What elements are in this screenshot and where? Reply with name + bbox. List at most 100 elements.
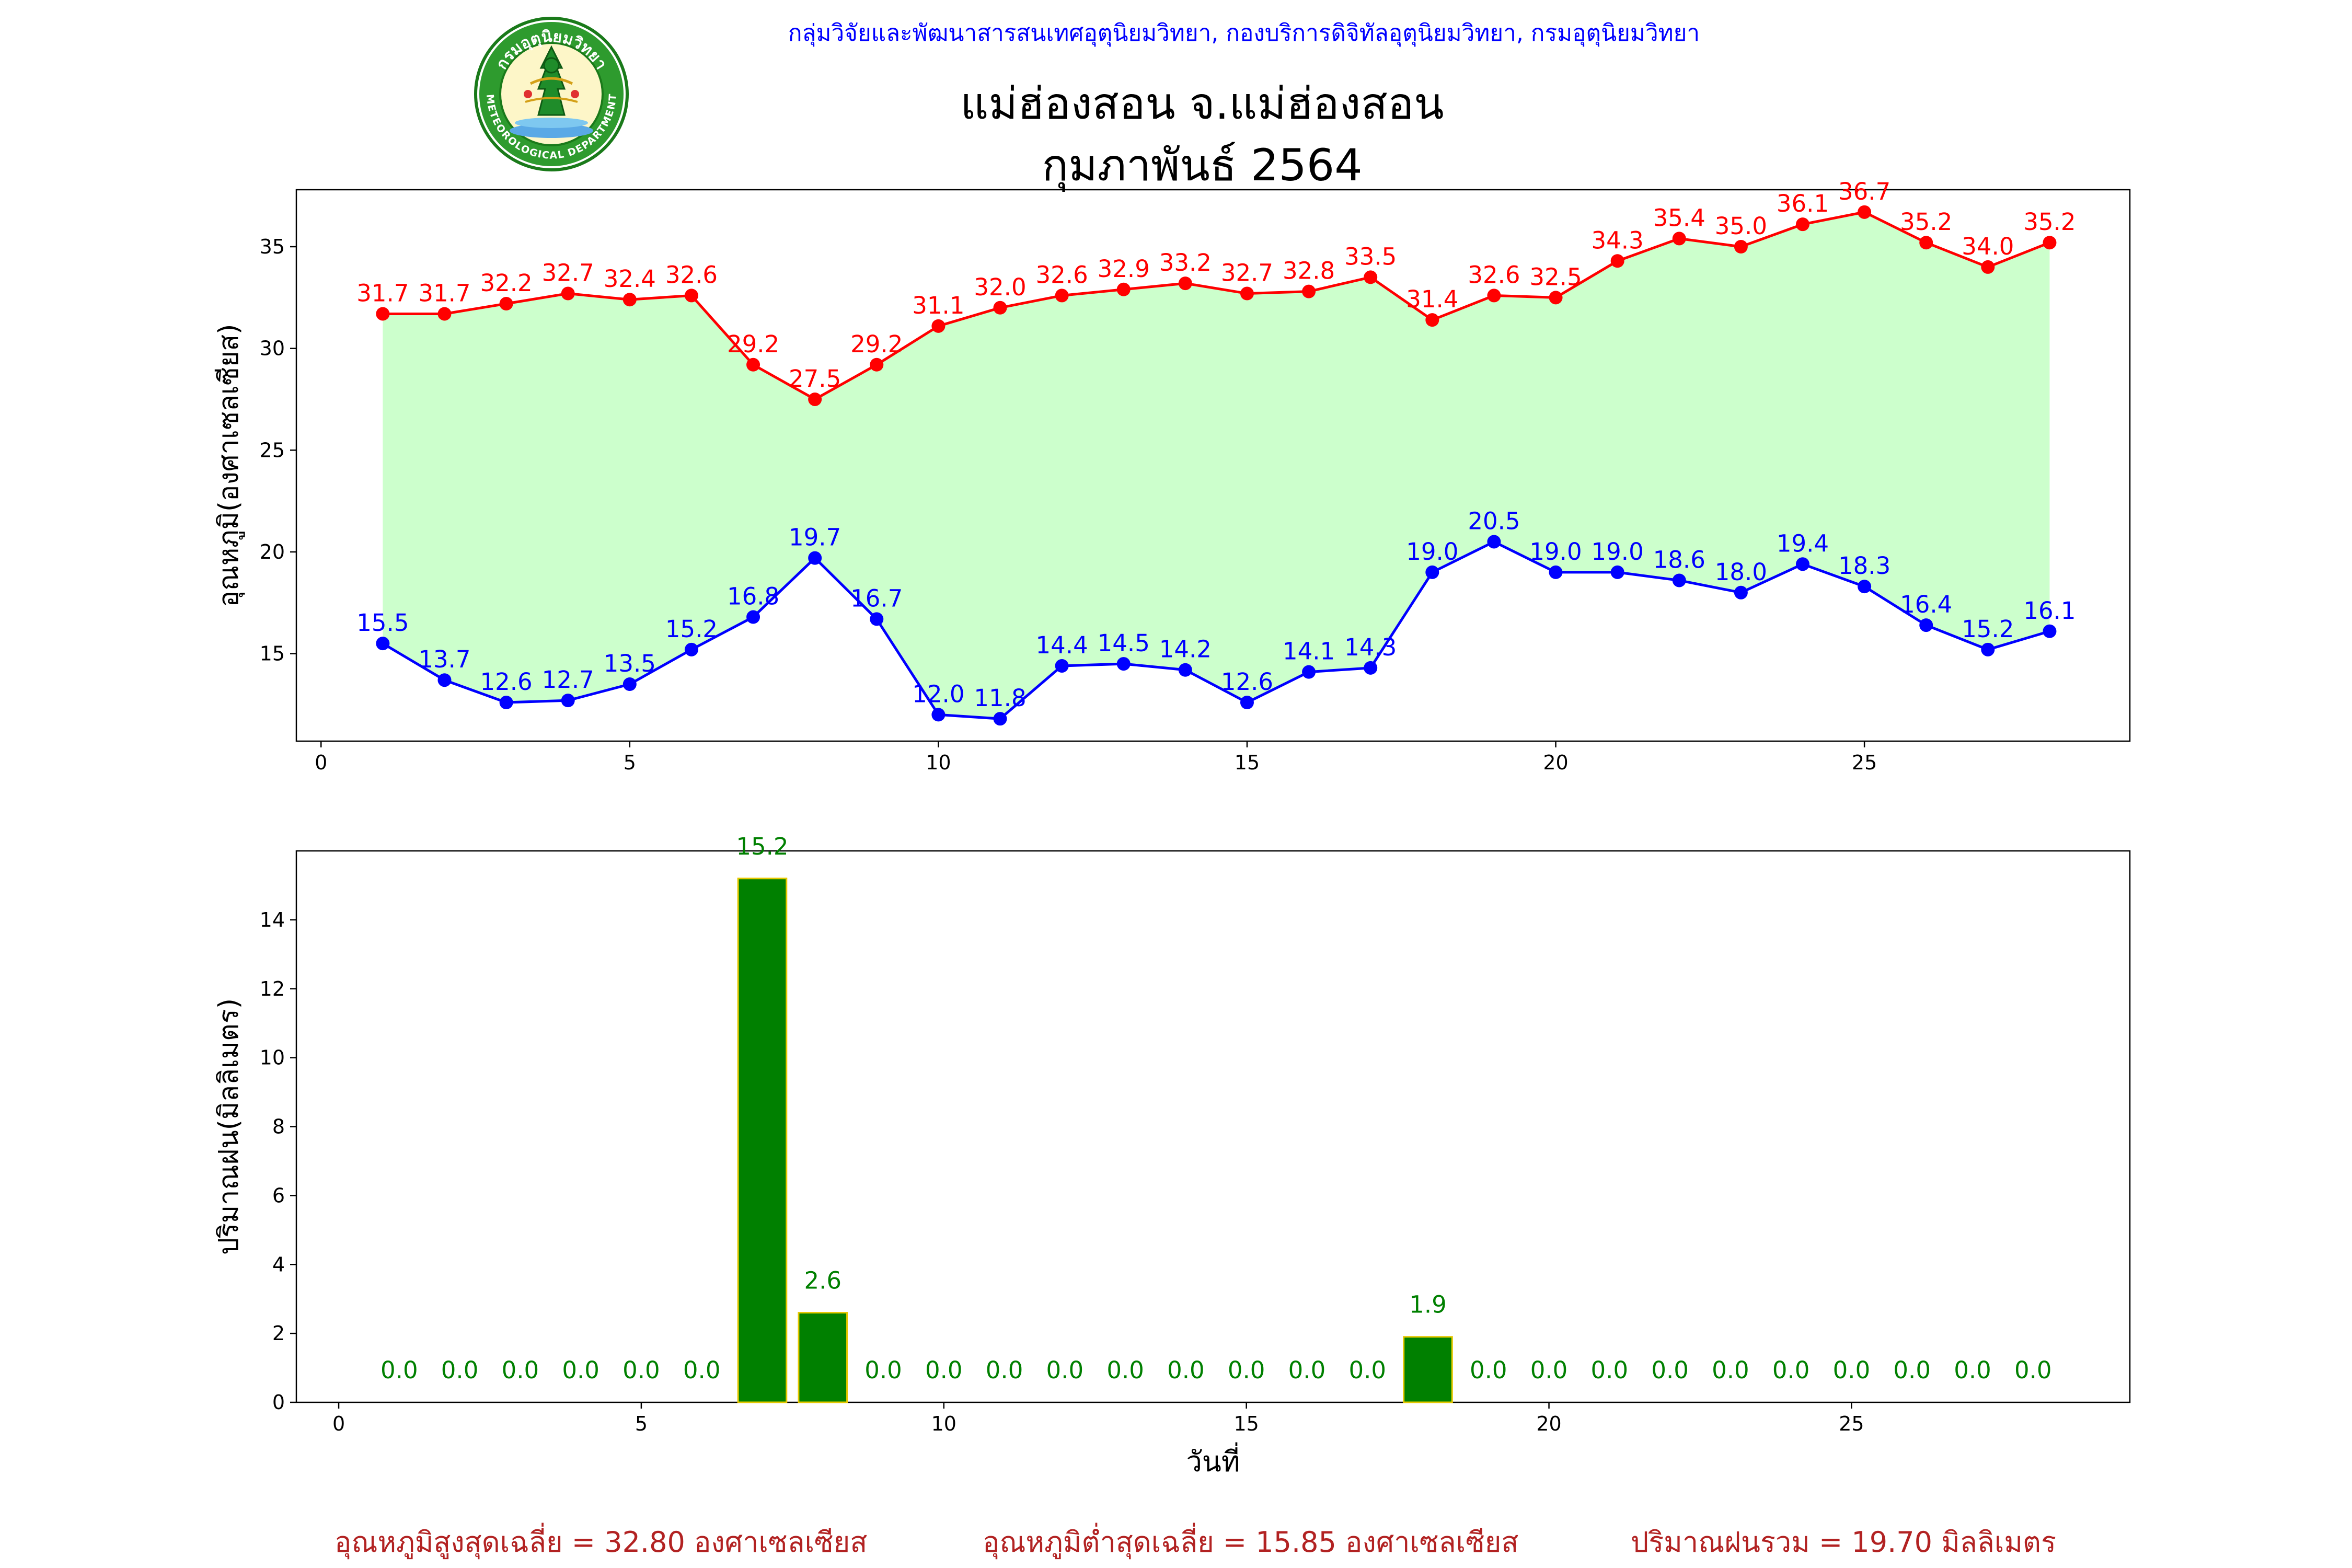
max-temperature-point (870, 358, 884, 372)
x-tick-label: 15 (1235, 751, 1260, 774)
rainfall-data-label: 0.0 (986, 1356, 1023, 1384)
rainfall-data-label: 0.0 (502, 1356, 539, 1384)
min-temperature-point (1610, 565, 1624, 579)
rainfall-data-label: 15.2 (736, 833, 788, 860)
total-rainfall: ปริมาณฝนรวม = 19.70 มิลลิเมตร (1631, 1526, 2057, 1559)
rainfall-x-axis-label: วันที่ (1186, 1442, 1240, 1478)
max-temperature-point (1672, 232, 1686, 246)
x-tick-label: 0 (332, 1412, 345, 1435)
min-temperature-data-label: 16.1 (2023, 597, 2076, 625)
max-temperature-data-label: 27.5 (789, 365, 841, 393)
max-temperature-data-label: 35.2 (1900, 208, 1952, 236)
max-temperature-data-label: 32.5 (1529, 263, 1582, 291)
rainfall-data-label: 0.0 (1712, 1356, 1749, 1384)
temperature-chart: 0 5 10 15 20 25 15 20 25 30 35 31.7 31.7 32.2 32.7 32.4… (213, 178, 2131, 774)
temperature-range-fill (383, 212, 2050, 719)
rainfall-data-label: 0.0 (622, 1356, 660, 1384)
min-temperature-data-label: 12.7 (542, 666, 594, 694)
x-tick-label: 5 (635, 1412, 648, 1435)
min-temperature-data-label: 13.5 (604, 650, 656, 677)
min-temperature-point (1178, 663, 1192, 677)
min-temperature-data-label: 20.5 (1468, 507, 1520, 535)
rainfall-frame (295, 850, 2131, 1403)
rainfall-bar (737, 878, 788, 1403)
min-temperature-point (1672, 573, 1686, 587)
min-temperature-point (993, 712, 1007, 726)
min-temperature-data-label: 18.6 (1653, 546, 1705, 573)
min-temperature-point (1240, 696, 1254, 710)
rainfall-data-label: 0.0 (381, 1356, 418, 1384)
max-temperature-point (499, 297, 513, 311)
x-tick-label: 25 (1839, 1412, 1864, 1435)
rainfall-data-label: 0.0 (683, 1356, 721, 1384)
max-temperature-point (561, 286, 575, 301)
x-tick-label: 10 (931, 1412, 956, 1435)
min-temperature-point (808, 551, 822, 565)
max-temperature-point (437, 307, 452, 321)
min-temperature-data-label: 18.3 (1838, 552, 1890, 580)
min-temperature-data-label: 18.0 (1715, 558, 1767, 586)
max-temperature-point (622, 293, 637, 307)
min-temperature-point (437, 673, 452, 687)
max-temperature-data-label: 29.2 (727, 330, 779, 358)
min-temperature-point (870, 612, 884, 626)
min-temperature-data-label: 15.5 (356, 609, 409, 637)
max-temperature-point (993, 301, 1007, 315)
max-temperature-point (1610, 254, 1624, 268)
min-temperature-point (1487, 535, 1501, 549)
min-temperature-data-label: 16.8 (727, 583, 779, 610)
max-temperature-data-label: 32.0 (974, 273, 1026, 301)
rainfall-data-label: 0.0 (1954, 1356, 1991, 1384)
min-temperature-data-label: 11.8 (974, 684, 1026, 712)
max-temperature-data-label: 33.5 (1344, 243, 1397, 270)
max-temperature-point (1425, 313, 1439, 327)
max-temperature-point (1116, 282, 1131, 296)
max-temperature-line (383, 211, 2050, 401)
y-tick-label: 0 (272, 1391, 285, 1414)
min-temperature-data-label: 12.6 (480, 668, 532, 696)
max-temperature-data-label: 36.1 (1777, 190, 1829, 217)
min-temperature-point (1116, 657, 1131, 671)
min-temperature-data-label: 13.7 (418, 645, 470, 673)
min-temperature-data-label: 14.4 (1036, 631, 1088, 659)
min-temperature-point (931, 708, 946, 722)
rainfall-data-label: 0.0 (1106, 1356, 1144, 1384)
average-max-temperature: อุณหภูมิสูงสุดเฉลี่ย = 32.80 องศาเซลเซีย… (335, 1526, 868, 1559)
min-temperature-data-label: 15.2 (665, 615, 718, 643)
max-temperature-data-label: 32.9 (1098, 255, 1150, 283)
max-temperature-data-label: 31.7 (356, 279, 409, 307)
max-temperature-data-label: 29.2 (850, 330, 903, 358)
min-temperature-point (2043, 624, 2057, 638)
max-temperature-point (1981, 260, 1995, 274)
y-tick-label: 25 (260, 439, 285, 462)
min-temperature-line (382, 540, 2050, 720)
max-temperature-data-label: 31.4 (1406, 285, 1458, 313)
max-temperature-data-label: 35.2 (2023, 208, 2076, 236)
max-temperature-point (1919, 236, 1933, 250)
max-temperature-data-label: 35.0 (1715, 212, 1767, 240)
min-temperature-data-label: 14.3 (1344, 633, 1397, 661)
min-temperature-data-label: 12.6 (1221, 668, 1273, 696)
rainfall-data-label: 0.0 (2014, 1356, 2052, 1384)
chart-title-month: กุมภาพันธ์ 2564 (1042, 140, 1363, 191)
average-min-temperature: อุณหภูมิต่ำสุดเฉลี่ย = 15.85 องศาเซลเซีย… (983, 1526, 1519, 1559)
max-temperature-point (1364, 270, 1378, 284)
min-temperature-data-label: 14.2 (1159, 636, 1212, 663)
max-temperature-data-label: 33.2 (1159, 249, 1212, 276)
y-tick-label: 20 (260, 540, 285, 563)
min-temperature-point (622, 677, 637, 691)
max-temperature-data-label: 36.7 (1838, 178, 1890, 205)
x-tick-label: 20 (1536, 1412, 1561, 1435)
x-tick-label: 20 (1543, 751, 1568, 774)
rainfall-data-label: 0.0 (1228, 1356, 1265, 1384)
max-temperature-data-label: 35.4 (1653, 204, 1705, 232)
meteorological-department-logo-icon: กรมอุตุนิยมวิทยา METEOROLOGICAL DEPARTME… (474, 17, 629, 171)
min-temperature-data-label: 16.4 (1900, 591, 1952, 618)
rainfall-data-label: 0.0 (1288, 1356, 1326, 1384)
min-temperature-point (1734, 585, 1748, 599)
x-tick-label: 5 (624, 751, 636, 774)
x-tick-label: 10 (926, 751, 951, 774)
rainfall-data-label: 0.0 (1833, 1356, 1871, 1384)
max-temperature-point (808, 392, 822, 406)
y-tick-label: 6 (272, 1184, 285, 1207)
